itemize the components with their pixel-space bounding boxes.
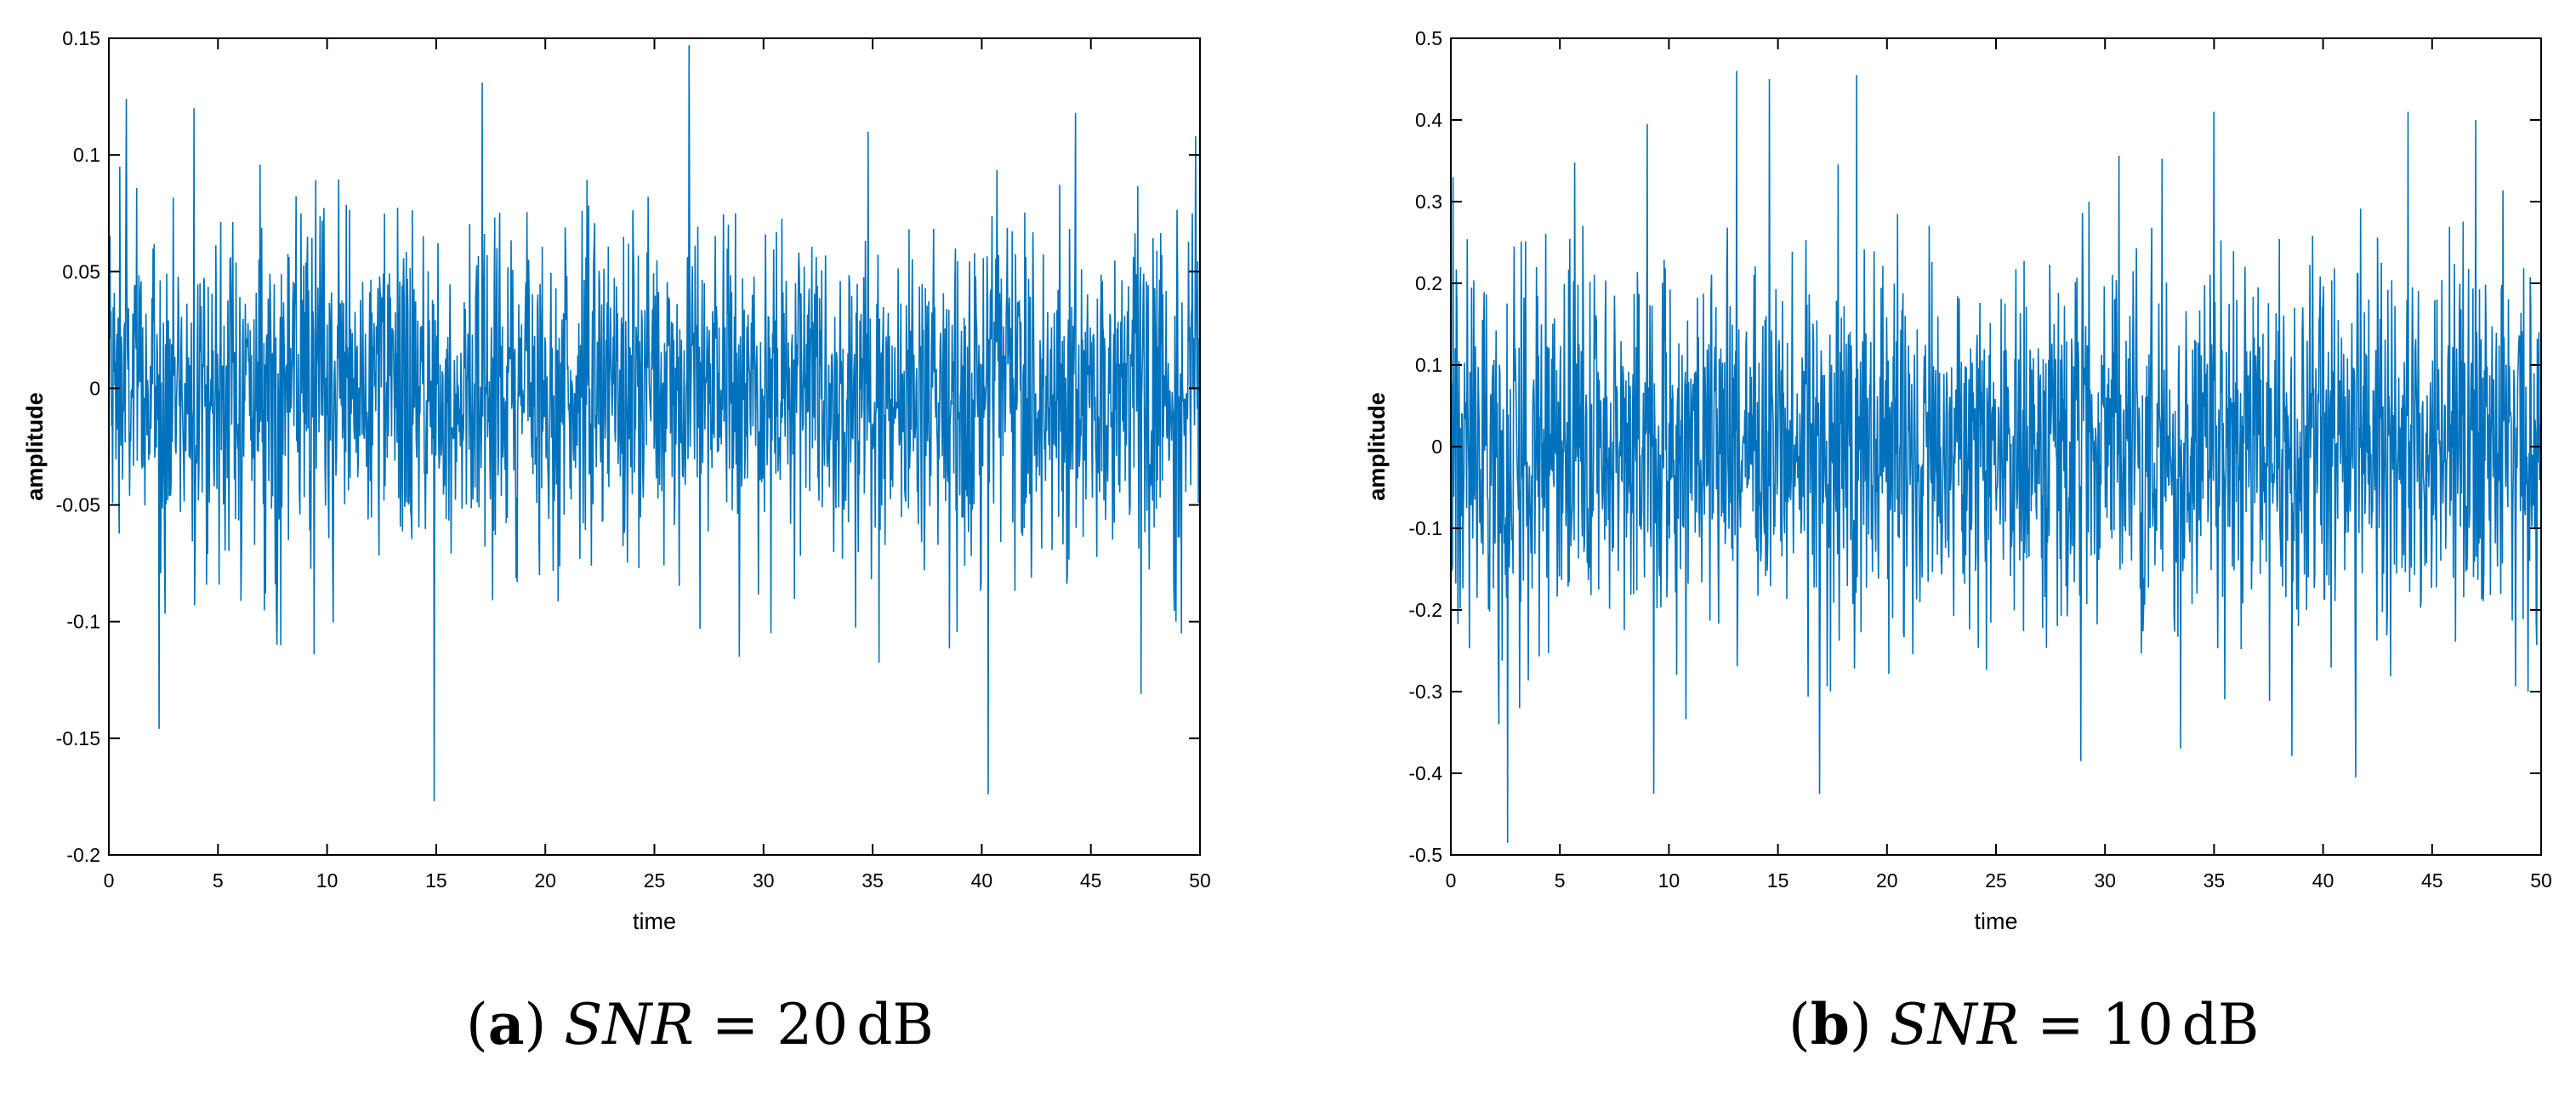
x-tick-label: 35	[2204, 869, 2226, 892]
caption-a: (a) SNR = 20 dB	[466, 991, 934, 1057]
x-tick-label: 40	[971, 869, 993, 892]
caption-a-value: 20	[776, 992, 849, 1057]
x-tick-label: 5	[213, 869, 224, 892]
x-tick-label: 10	[1658, 869, 1680, 892]
x-tick-label: 30	[753, 869, 775, 892]
x-axis-label: time	[633, 909, 676, 934]
signal-series-line	[1451, 71, 2541, 843]
y-tick-label: -0.1	[66, 611, 100, 633]
x-tick-label: 0	[1446, 869, 1457, 892]
x-tick-label: 45	[2421, 869, 2443, 892]
x-tick-label: 30	[2094, 869, 2116, 892]
x-tick-label: 40	[2312, 869, 2334, 892]
caption-b-value: 10	[2101, 992, 2174, 1057]
y-tick-label: -0.5	[1408, 844, 1442, 866]
x-tick-label: 15	[425, 869, 447, 892]
x-tick-label: 25	[1985, 869, 2007, 892]
y-tick-label: 0.3	[1415, 191, 1442, 213]
x-tick-label: 50	[2530, 869, 2552, 892]
y-tick-label: 0.1	[1415, 354, 1442, 376]
y-tick-label: -0.2	[66, 844, 100, 866]
y-tick-label: 0.1	[73, 144, 100, 166]
x-tick-label: 0	[104, 869, 115, 892]
y-tick-label: -0.4	[1408, 762, 1442, 784]
caption-b-lhs: SNR	[1889, 992, 2020, 1057]
y-tick-label: -0.15	[56, 727, 100, 749]
y-axis-label: amplitude	[1364, 392, 1390, 501]
signal-series-line	[109, 45, 1200, 801]
y-tick-label: 0.5	[1415, 27, 1442, 49]
y-tick-label: -0.1	[1408, 517, 1442, 539]
x-tick-label: 50	[1189, 869, 1211, 892]
y-tick-label: 0.15	[62, 27, 100, 49]
x-tick-label: 20	[1876, 869, 1898, 892]
y-axis-label: amplitude	[22, 392, 48, 501]
caption-b: (b) SNR = 10 dB	[1788, 991, 2260, 1057]
y-tick-label: 0.05	[62, 260, 100, 282]
x-tick-label: 5	[1555, 869, 1566, 892]
y-tick-label: -0.05	[56, 494, 100, 516]
chart-panel-b: 0 5 10 15 20 25 30 35 40 45 50 -0.5 -0.4 -0.3 -0.2 -0.1…	[1364, 27, 2552, 934]
y-tick-label: 0	[89, 377, 100, 399]
x-tick-label: 25	[644, 869, 666, 892]
caption-b-letter: b	[1810, 991, 1850, 1057]
caption-a-letter: a	[487, 991, 525, 1057]
x-tick-label: 15	[1767, 869, 1789, 892]
caption-a-unit: dB	[856, 992, 934, 1057]
caption-b-eq: =	[2037, 992, 2084, 1057]
x-tick-label: 10	[316, 869, 338, 892]
x-axis-label: time	[1974, 909, 2017, 934]
x-tick-label: 45	[1080, 869, 1102, 892]
y-tick-label: 0	[1431, 436, 1442, 458]
x-tick-label: 35	[862, 869, 884, 892]
caption-b-unit: dB	[2181, 992, 2260, 1057]
caption-a-eq: =	[711, 992, 759, 1057]
y-tick-label: -0.3	[1408, 681, 1442, 703]
caption-a-lhs: SNR	[564, 992, 694, 1057]
x-tick-label: 20	[534, 869, 556, 892]
y-tick-label: -0.2	[1408, 599, 1442, 621]
chart-panel-a: 0 5 10 15 20 25 30 35 40 45 50 -0.2 -0.15 -0.1 -0.05 0 0…	[22, 27, 1211, 934]
y-tick-label: 0.4	[1415, 109, 1442, 131]
y-tick-label: 0.2	[1415, 272, 1442, 294]
